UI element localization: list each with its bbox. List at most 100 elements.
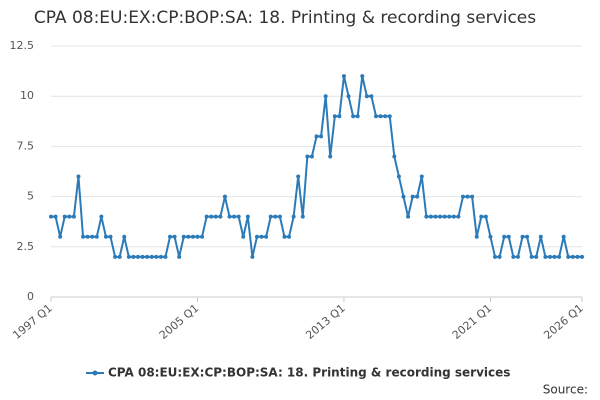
- point: [67, 214, 72, 219]
- point: [515, 254, 520, 259]
- point: [570, 254, 575, 259]
- point: [483, 214, 488, 219]
- point: [232, 214, 237, 219]
- point: [538, 234, 543, 239]
- point: [94, 234, 99, 239]
- point: [245, 214, 250, 219]
- point: [328, 154, 333, 159]
- point: [85, 234, 90, 239]
- point: [346, 94, 351, 99]
- point: [154, 254, 159, 259]
- point: [296, 174, 301, 179]
- point: [209, 214, 214, 219]
- point: [254, 234, 259, 239]
- point: [488, 234, 493, 239]
- point: [355, 114, 360, 119]
- point: [53, 214, 58, 219]
- point: [456, 214, 461, 219]
- point: [135, 254, 140, 259]
- point: [474, 234, 479, 239]
- point: [277, 214, 282, 219]
- point: [218, 214, 223, 219]
- point: [470, 194, 475, 199]
- point: [525, 234, 530, 239]
- point: [369, 94, 374, 99]
- legend-label: CPA 08:EU:EX:CP:BOP:SA: 18. Printing & r…: [108, 366, 510, 380]
- y-tick-label: 10: [20, 89, 34, 102]
- x-tick-label: 2026 Q1: [541, 302, 585, 342]
- point: [264, 234, 269, 239]
- point: [200, 234, 205, 239]
- x-tick-label: 2005 Q1: [157, 302, 201, 342]
- point: [323, 94, 328, 99]
- series-line: [51, 75, 582, 258]
- point: [168, 234, 173, 239]
- x-tick-label: 2021 Q1: [450, 302, 494, 342]
- point: [415, 194, 420, 199]
- point: [49, 214, 53, 219]
- point: [406, 214, 411, 219]
- point: [433, 214, 438, 219]
- y-tick-label: 0: [27, 290, 34, 303]
- point: [122, 234, 127, 239]
- point: [557, 254, 562, 259]
- point: [465, 194, 470, 199]
- point: [181, 234, 186, 239]
- point: [177, 254, 182, 259]
- point: [383, 114, 388, 119]
- point: [58, 234, 63, 239]
- chart-title: CPA 08:EU:EX:CP:BOP:SA: 18. Printing & r…: [34, 8, 536, 28]
- point: [552, 254, 557, 259]
- point: [529, 254, 534, 259]
- point: [547, 254, 552, 259]
- point: [575, 254, 580, 259]
- point: [314, 134, 319, 139]
- point: [493, 254, 498, 259]
- point: [76, 174, 81, 179]
- point: [259, 234, 264, 239]
- point: [204, 214, 209, 219]
- point: [543, 254, 548, 259]
- point: [90, 234, 95, 239]
- point: [305, 154, 310, 159]
- point: [438, 214, 443, 219]
- point: [195, 234, 200, 239]
- point: [309, 154, 314, 159]
- point: [511, 254, 516, 259]
- point: [163, 254, 168, 259]
- point: [126, 254, 131, 259]
- point: [222, 194, 227, 199]
- point: [131, 254, 136, 259]
- point: [580, 254, 584, 259]
- point: [62, 214, 67, 219]
- point: [172, 234, 177, 239]
- point: [506, 234, 511, 239]
- point: [117, 254, 122, 259]
- point: [566, 254, 571, 259]
- legend-marker: [92, 370, 98, 376]
- point: [71, 214, 76, 219]
- point: [273, 214, 278, 219]
- point: [419, 174, 424, 179]
- point: [241, 234, 246, 239]
- point: [300, 214, 305, 219]
- point: [145, 254, 150, 259]
- point: [108, 234, 113, 239]
- y-tick-label: 5: [27, 190, 34, 203]
- point: [282, 234, 287, 239]
- point: [442, 214, 447, 219]
- y-tick-label: 12.5: [10, 39, 35, 52]
- point: [447, 214, 452, 219]
- point: [460, 194, 465, 199]
- source: Source:: [543, 383, 588, 397]
- point: [387, 114, 392, 119]
- point: [287, 234, 292, 239]
- point: [149, 254, 154, 259]
- point: [360, 74, 365, 79]
- point: [140, 254, 145, 259]
- point: [227, 214, 232, 219]
- point: [332, 114, 337, 119]
- point: [337, 114, 342, 119]
- point: [103, 234, 108, 239]
